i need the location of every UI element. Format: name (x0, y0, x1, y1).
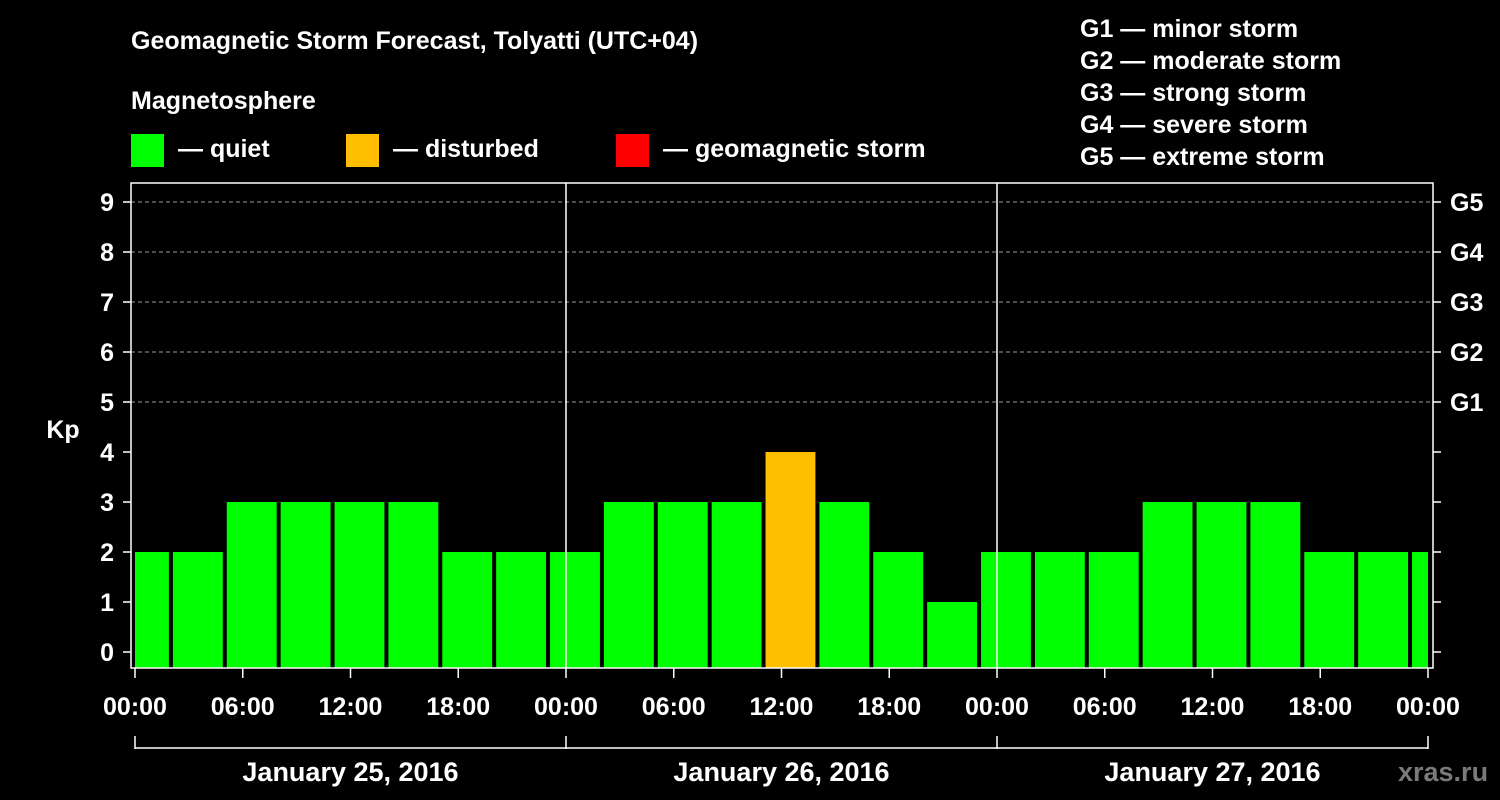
storm-level-label: G1 (1450, 389, 1483, 417)
bar (550, 552, 600, 668)
y-tick-label: 8 (100, 239, 114, 267)
y-axis-label: Kp (46, 416, 79, 444)
storm-level-label: G2 (1450, 339, 1483, 367)
legend: Magnetosphere — quiet — disturbed — geomagn… (131, 15, 1341, 171)
grid-lines (131, 201, 1433, 403)
bar (1412, 552, 1428, 668)
storm-scale-item: G2 — moderate storm (1080, 47, 1341, 75)
legend-swatch (131, 134, 164, 167)
legend-label: — geomagnetic storm (663, 135, 926, 163)
day-label: January 27, 2016 (1104, 757, 1320, 787)
bar (873, 552, 924, 668)
x-tick-label: 00:00 (965, 693, 1029, 721)
storm-scale-item: G4 — severe storm (1080, 111, 1308, 139)
bar (1304, 552, 1355, 668)
bar (927, 602, 978, 668)
x-tick-label: 00:00 (1396, 693, 1460, 721)
bar (135, 552, 169, 668)
bar (226, 502, 277, 668)
x-tick-label: 12:00 (1181, 693, 1245, 721)
bar (1358, 552, 1409, 668)
x-tick-label: 12:00 (750, 693, 814, 721)
y-tick-label: 3 (100, 489, 114, 517)
bar (280, 502, 331, 668)
storm-level-label: G4 (1450, 239, 1483, 267)
bar (172, 552, 223, 668)
day-label: January 26, 2016 (673, 757, 889, 787)
bar (1250, 502, 1301, 668)
x-tick-label: 12:00 (319, 693, 383, 721)
day-label: January 25, 2016 (242, 757, 458, 787)
bar (334, 502, 385, 668)
chart-title: Geomagnetic Storm Forecast, Tolyatti (UT… (131, 27, 698, 55)
y-tick-label: 9 (100, 189, 114, 217)
x-tick-label: 18:00 (1288, 693, 1352, 721)
bar-series (135, 452, 1428, 668)
x-tick-label: 18:00 (857, 693, 921, 721)
legend-swatch (616, 134, 649, 167)
legend-swatch (346, 134, 379, 167)
x-tick-label: 18:00 (426, 693, 490, 721)
bar (388, 502, 439, 668)
bar (496, 552, 547, 668)
legend-label: — quiet (178, 135, 270, 163)
y-tick-label: 7 (100, 289, 114, 317)
y-tick-label: 6 (100, 339, 114, 367)
y-tick-label: 4 (100, 439, 114, 467)
bar (1142, 502, 1193, 668)
y-tick-label: 0 (100, 639, 114, 667)
bar (1196, 502, 1247, 668)
bar (657, 502, 708, 668)
x-tick-label: 06:00 (642, 693, 706, 721)
bar (711, 502, 762, 668)
bar (765, 452, 816, 668)
x-tick-label: 06:00 (211, 693, 275, 721)
bar (1088, 552, 1139, 668)
bar (981, 552, 1031, 668)
x-tick-label: 00:00 (534, 693, 598, 721)
legend-label: — disturbed (393, 135, 539, 163)
storm-scale-item: G3 — strong storm (1080, 79, 1306, 107)
bar (819, 502, 870, 668)
y-tick-label: 5 (100, 389, 114, 417)
storm-scale-item: G1 — minor storm (1080, 15, 1298, 43)
legend-title: Magnetosphere (131, 87, 316, 115)
storm-level-label: G3 (1450, 289, 1483, 317)
axes (123, 182, 1441, 749)
bar (603, 502, 654, 668)
bar (1034, 552, 1085, 668)
watermark: xras.ru (1398, 757, 1488, 787)
x-tick-label: 06:00 (1073, 693, 1137, 721)
x-tick-label: 00:00 (103, 693, 167, 721)
y-tick-label: 1 (100, 589, 114, 617)
storm-level-label: G5 (1450, 189, 1483, 217)
storm-scale-item: G5 — extreme storm (1080, 143, 1325, 171)
bar (442, 552, 493, 668)
y-tick-label: 2 (100, 539, 114, 567)
chart-labels: 0 1 2 3 4 5 6 7 8 9 Kp G1 G2 G3 G4 G5 00:00 06:00 12:00 18:… (46, 27, 1488, 787)
